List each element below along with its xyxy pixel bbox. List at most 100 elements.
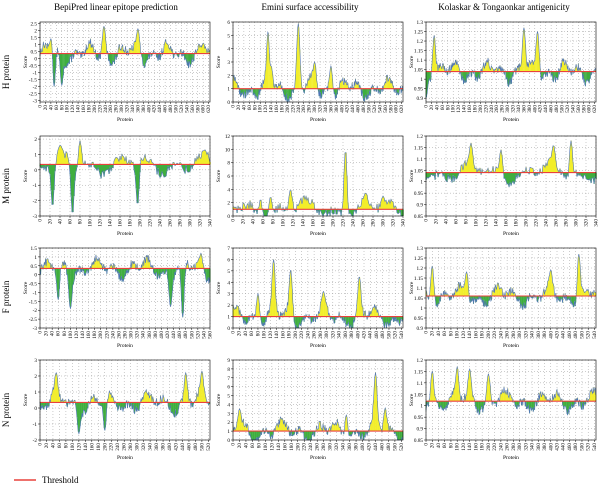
score-bar	[488, 373, 489, 402]
y-tick-label: -2	[33, 308, 38, 314]
x-tick-label: 40	[243, 331, 249, 337]
y-tick-label: 1	[34, 42, 37, 48]
score-bar	[514, 401, 516, 407]
score-bar	[497, 168, 499, 173]
score-bar	[355, 82, 357, 89]
score-bar	[326, 306, 328, 317]
score-bar	[554, 71, 555, 77]
score-bar	[204, 393, 206, 403]
score-bar	[398, 209, 400, 214]
score-bar	[318, 421, 320, 432]
score-bar	[156, 268, 158, 273]
score-bar	[44, 402, 46, 407]
score-bar	[93, 52, 95, 54]
y-tick-label: 0.95	[414, 191, 423, 197]
score-bar	[443, 401, 445, 409]
y-tick-label: 6	[227, 174, 230, 180]
score-bar	[195, 400, 197, 403]
score-bar	[590, 172, 592, 184]
score-bar	[284, 310, 286, 317]
score-bar	[270, 300, 271, 317]
score-bar	[42, 41, 44, 54]
score-bar	[181, 398, 183, 403]
score-bar	[551, 275, 553, 296]
score-bar	[168, 48, 170, 54]
x-tick-label: 180	[92, 331, 98, 339]
y-tick-label: 1.1	[417, 157, 424, 163]
score-bar	[439, 68, 441, 72]
score-bar	[469, 146, 471, 173]
score-bar	[487, 57, 489, 72]
score-bar	[457, 368, 459, 402]
x-tick-label: 120	[461, 443, 467, 451]
score-bar	[281, 312, 283, 317]
score-bar	[328, 209, 330, 212]
score-bar	[259, 431, 261, 438]
score-bar	[441, 401, 443, 408]
x-tick-label: 440	[561, 331, 567, 339]
score-bar	[73, 400, 75, 403]
x-tick-label: 20	[237, 443, 243, 449]
score-bar	[546, 287, 548, 296]
score-bar	[249, 88, 250, 93]
score-bar	[516, 172, 518, 179]
score-bar	[447, 401, 449, 404]
score-bar	[576, 172, 578, 177]
score-bar	[490, 296, 492, 301]
score-bar	[316, 425, 318, 432]
x-tick-label: 180	[480, 331, 486, 339]
x-tick-label: 600	[394, 105, 400, 113]
score-bar	[309, 431, 310, 440]
score-bar	[550, 270, 552, 296]
x-tick-label: 420	[174, 443, 180, 451]
score-bar	[358, 282, 359, 317]
x-tick-label: 140	[494, 219, 500, 227]
score-bar	[65, 262, 67, 269]
score-bar	[516, 296, 518, 301]
score-bar	[495, 287, 497, 296]
score-bar	[101, 264, 102, 269]
score-bar	[276, 425, 277, 432]
score-bar	[55, 268, 57, 278]
score-bar	[181, 268, 183, 313]
x-tick-label: 520	[372, 105, 378, 113]
score-bar	[160, 164, 162, 177]
y-tick-label: 2	[227, 73, 230, 79]
score-bar	[159, 53, 161, 61]
score-bar	[66, 402, 68, 407]
score-bar	[92, 43, 94, 54]
score-bar	[239, 309, 241, 317]
score-bar	[467, 71, 469, 79]
score-bar	[318, 428, 320, 432]
x-tick-label: 200	[486, 331, 492, 339]
score-bar	[480, 401, 482, 410]
score-bar	[290, 88, 292, 98]
score-bar	[145, 159, 147, 165]
x-tick-label: 120	[263, 105, 269, 113]
score-bar	[250, 431, 252, 439]
x-tick-label: 320	[125, 105, 131, 113]
score-bar	[279, 85, 281, 89]
x-tick-label: 80	[78, 219, 84, 225]
x-tick-label: 0	[424, 105, 430, 108]
score-bar	[583, 71, 585, 82]
score-bar	[83, 268, 85, 271]
score-bar	[570, 296, 572, 304]
score-bar	[287, 305, 289, 317]
score-bar	[181, 268, 182, 302]
score-bar	[238, 85, 239, 89]
score-bar	[541, 396, 542, 402]
y-tick-label: 1	[227, 315, 230, 321]
x-tick-label: 40	[444, 219, 450, 225]
score-bar	[494, 401, 496, 403]
score-bar	[246, 204, 248, 210]
score-bar	[587, 71, 589, 80]
x-tick-label: 380	[349, 331, 355, 339]
score-bar	[592, 291, 594, 296]
score-bar	[445, 292, 447, 296]
score-bar	[61, 148, 63, 165]
score-bar	[455, 61, 457, 72]
score-bar	[175, 402, 176, 410]
score-bar	[49, 263, 51, 269]
score-bar	[53, 389, 55, 403]
